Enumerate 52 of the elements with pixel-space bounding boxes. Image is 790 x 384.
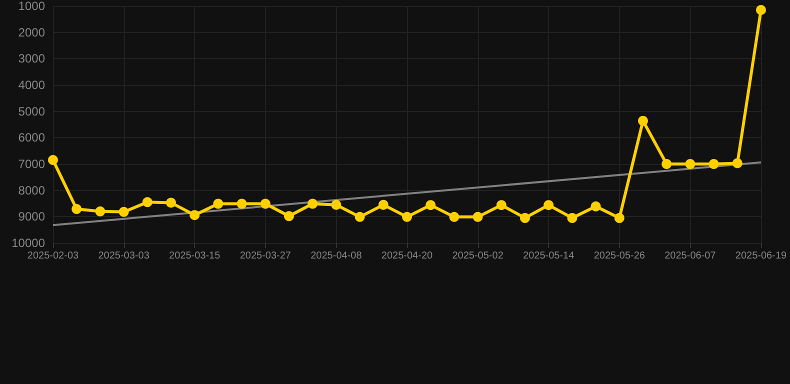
- point: [95, 206, 106, 216]
- y-tick-label: 3000: [18, 52, 46, 66]
- point: [496, 200, 506, 210]
- x-tick-label: 2025-02-03: [27, 250, 80, 262]
- point: [354, 212, 365, 222]
- x-tick-label: 2025-03-27: [240, 250, 292, 262]
- x-tick-label: 2025-06-19: [735, 250, 788, 262]
- point: [662, 159, 672, 169]
- x-tick-label: 2025-05-14: [523, 250, 575, 262]
- point: [48, 155, 58, 166]
- point: [236, 198, 247, 209]
- x-tick-label: 2025-06-07: [664, 250, 716, 262]
- point: [544, 200, 554, 210]
- point: [260, 198, 270, 209]
- y-tick-label: 5000: [18, 104, 46, 118]
- point: [378, 200, 388, 210]
- y-tick-label: 2000: [18, 25, 46, 40]
- point: [520, 212, 530, 223]
- point: [331, 200, 342, 210]
- point: [472, 212, 483, 222]
- y-tick-label: 10000: [12, 236, 46, 250]
- point: [756, 4, 766, 15]
- y-tick-label: 9000: [18, 210, 46, 224]
- x-tick-label: 2025-04-08: [310, 250, 362, 262]
- y-tick-label: 4000: [18, 78, 46, 92]
- point: [142, 197, 152, 208]
- point: [685, 159, 696, 169]
- x-tick-label: 2025-03-03: [98, 250, 150, 262]
- y-tick-label: 7000: [18, 157, 46, 171]
- point: [118, 206, 129, 217]
- point: [402, 212, 412, 222]
- point: [308, 198, 318, 209]
- y-tick-label: 1000: [18, 0, 46, 13]
- point: [449, 212, 460, 222]
- x-tick-label: 2025-05-26: [594, 250, 646, 262]
- x-tick-label: 2025-03-15: [169, 250, 221, 262]
- point: [72, 204, 82, 214]
- point: [732, 158, 742, 168]
- point: [590, 201, 601, 212]
- point: [426, 200, 436, 210]
- point: [284, 211, 294, 222]
- point: [166, 198, 176, 208]
- point: [708, 159, 719, 169]
- y-tick-label: 8000: [18, 183, 46, 198]
- point: [567, 212, 578, 223]
- y-tick-label: 6000: [18, 130, 46, 145]
- x-tick-label: 2025-05-02: [452, 250, 504, 262]
- point: [190, 210, 200, 220]
- x-tick-label: 2025-04-20: [381, 250, 434, 262]
- point: [614, 212, 624, 223]
- point: [213, 198, 224, 209]
- point: [638, 116, 648, 126]
